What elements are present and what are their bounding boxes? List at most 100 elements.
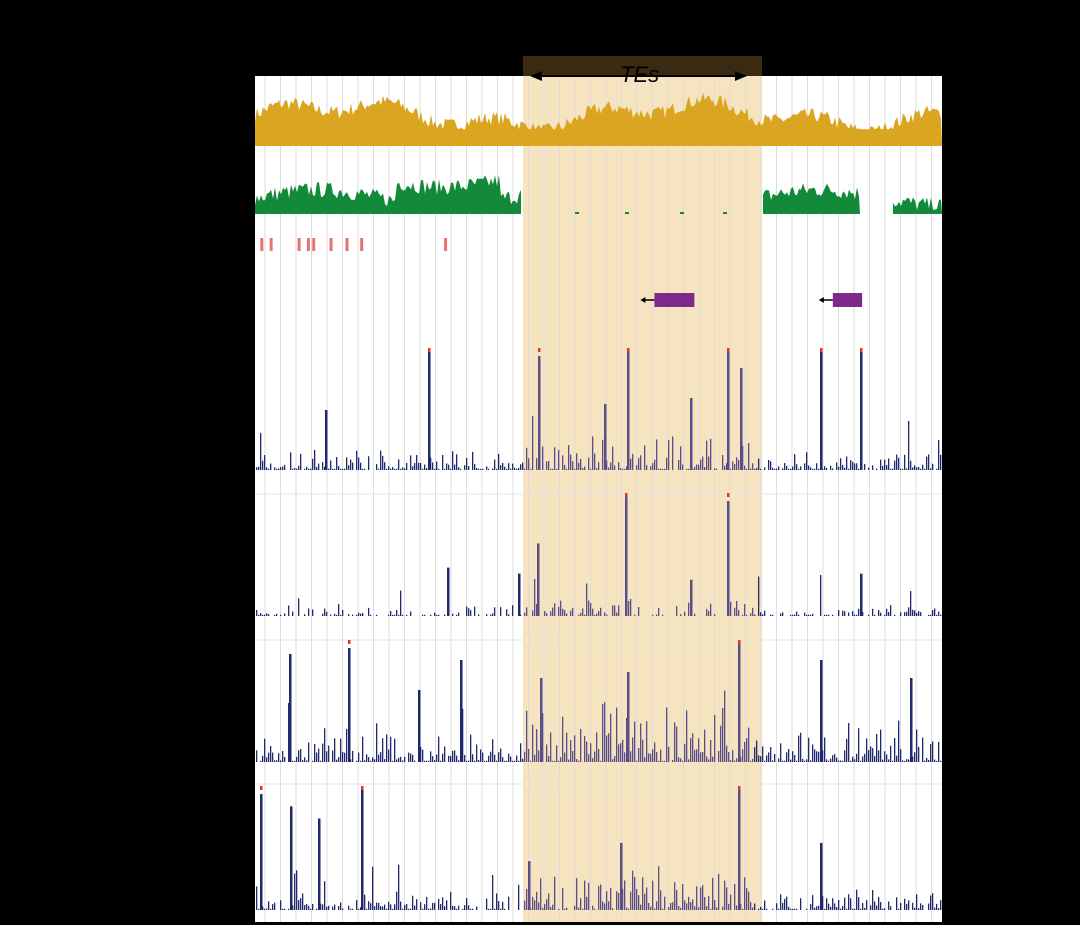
scnrna-bar-ctl-t0	[276, 468, 278, 470]
scnrna-bar-ctl-t3s	[524, 612, 526, 616]
scnrna-bar-ctl-t0	[324, 466, 326, 470]
scnrna-bar-gtsf1-t0	[602, 703, 604, 762]
scnrna-bar-ctl-t0	[512, 463, 514, 470]
scnrna-bar-gtsf1-t3s	[860, 908, 862, 910]
scnrna-peak-ctl-t0	[740, 368, 743, 470]
scnrna-bar-gtsf1-t0	[836, 757, 838, 762]
scnrna-bar-ctl-t0	[426, 468, 428, 470]
scnrna-bar-gtsf1-t3s	[626, 907, 628, 910]
scnrna-bar-gtsf1-t3s	[788, 906, 790, 910]
scnrna-bar-gtsf1-t0	[492, 739, 494, 762]
scnrna-bar-ctl-t0	[612, 446, 614, 470]
scnrna-bar-ctl-t3s	[858, 608, 860, 616]
scnrna-bar-ctl-t3s	[844, 611, 846, 616]
scnrna-bar-gtsf1-t0	[274, 760, 276, 762]
scnrna-bar-gtsf1-t0	[658, 760, 660, 762]
scnrna-bar-gtsf1-t0	[346, 729, 348, 762]
scnrna-bar-ctl-t3s	[506, 609, 508, 616]
scnrna-clip-marker-ctl-t0	[727, 348, 730, 352]
mac-coverage-fragment	[723, 212, 727, 214]
scnrna-bar-gtsf1-t3s	[258, 908, 260, 910]
scnrna-bar-gtsf1-t3s	[866, 900, 868, 910]
scnrna-bar-ctl-t3s	[734, 607, 736, 616]
scnrna-bar-gtsf1-t3s	[416, 899, 418, 910]
scnrna-bar-ctl-t3s	[694, 613, 696, 616]
scnrna-bar-ctl-t3s	[612, 605, 614, 616]
scnrna-bar-gtsf1-t3s	[618, 892, 620, 910]
scnrna-bar-ctl-t0	[782, 468, 784, 470]
scnrna-bar-gtsf1-t3s	[392, 908, 394, 910]
scnrna-bar-gtsf1-t0	[876, 733, 878, 762]
scnrna-bar-ctl-t3s	[906, 611, 908, 616]
scnrna-bar-ctl-t0	[386, 468, 388, 470]
scnrna-bar-ctl-t0	[528, 458, 530, 470]
scnrna-bar-gtsf1-t0	[494, 754, 496, 762]
scnrna-peak-ctl-t3s	[447, 567, 450, 616]
scnrna-bar-gtsf1-t0	[312, 760, 314, 762]
scnrna-bar-gtsf1-t0	[576, 759, 578, 762]
scnrna-bar-gtsf1-t0	[694, 749, 696, 762]
scnrna-bar-gtsf1-t3s	[574, 905, 576, 910]
scnrna-bar-gtsf1-t3s	[446, 900, 448, 910]
scnrna-bar-gtsf1-t0	[852, 756, 854, 762]
scnrna-bar-ctl-t3s	[336, 614, 338, 616]
scnrna-peak-ctl-t0	[538, 356, 541, 470]
scnrna-bar-ctl-t0	[742, 445, 744, 470]
scnrna-bar-gtsf1-t3s	[622, 888, 624, 910]
scnrna-bar-gtsf1-t3s	[724, 880, 726, 910]
scnrna-bar-ctl-t0	[504, 466, 506, 470]
scnrna-peak-gtsf1-t0	[460, 660, 463, 762]
scnrna-bar-ctl-t0	[708, 456, 710, 470]
scnrna-bar-ctl-t3s	[352, 614, 354, 616]
scnrna-bar-gtsf1-t0	[308, 742, 310, 762]
scnrna-bar-gtsf1-t0	[552, 760, 554, 762]
scnrna-bar-gtsf1-t3s	[394, 904, 396, 910]
scnrna-bar-ctl-t0	[622, 468, 624, 470]
scnrna-bar-gtsf1-t0	[420, 746, 422, 762]
scnrna-bar-gtsf1-t0	[734, 760, 736, 762]
scnrna-bar-gtsf1-t3s	[306, 904, 308, 910]
scnrna-bar-gtsf1-t3s	[406, 904, 408, 910]
scnrna-bar-gtsf1-t3s	[698, 907, 700, 910]
scnrna-bar-ctl-t0	[838, 466, 840, 470]
scnrna-bar-gtsf1-t3s	[612, 908, 614, 910]
scnrna-bar-gtsf1-t3s	[918, 908, 920, 910]
scnrna-bar-gtsf1-t0	[304, 757, 306, 762]
scnrna-bar-ctl-t3s	[790, 614, 792, 616]
scnrna-bar-ctl-t0	[808, 465, 810, 470]
scnrna-bar-gtsf1-t3s	[664, 896, 666, 910]
scnrna-bar-ctl-t3s	[714, 614, 716, 616]
scnrna-bar-ctl-t0	[310, 468, 312, 470]
scnrna-bar-gtsf1-t3s	[428, 908, 430, 910]
scnrna-bar-gtsf1-t3s	[710, 908, 712, 910]
scnrna-bar-gtsf1-t0	[556, 745, 558, 762]
scnrna-bar-gtsf1-t0	[648, 753, 650, 762]
scnrna-bar-gtsf1-t0	[778, 758, 780, 762]
scnrna-bar-ctl-t0	[840, 458, 842, 470]
scnrna-bar-ctl-t0	[362, 468, 364, 470]
scnrna-bar-ctl-t0	[730, 468, 732, 470]
scnrna-bar-gtsf1-t0	[818, 751, 820, 762]
scnrna-bar-gtsf1-t3s	[298, 900, 300, 910]
scnrna-bar-gtsf1-t3s	[700, 887, 702, 910]
scnrna-peak-gtsf1-t3s	[290, 806, 293, 910]
scnrna-bar-gtsf1-t0	[498, 752, 500, 762]
scnrna-bar-ctl-t0	[448, 464, 450, 470]
scnrna-bar-ctl-t3s	[592, 608, 594, 616]
scnrna-bar-ctl-t0	[738, 459, 740, 470]
scnrna-bar-gtsf1-t3s	[656, 901, 658, 910]
scnrna-bar-gtsf1-t3s	[294, 873, 296, 910]
scnrna-bar-gtsf1-t0	[340, 738, 342, 762]
scnrna-bar-gtsf1-t0	[560, 757, 562, 762]
scnrna-bar-gtsf1-t3s	[858, 897, 860, 910]
scnrna-bar-gtsf1-t0	[774, 753, 776, 762]
scnrna-bar-gtsf1-t0	[830, 758, 832, 762]
scnrna-bar-ctl-t0	[844, 467, 846, 470]
scnrna-bar-ctl-t3s	[656, 614, 658, 616]
scnrna-bar-gtsf1-t0	[328, 745, 330, 762]
scnrna-bar-ctl-t3s	[456, 614, 458, 616]
scnrna-peak-gtsf1-t3s	[528, 861, 531, 910]
scnrna-bar-ctl-t3s	[932, 610, 934, 616]
scnrna-bar-gtsf1-t0	[564, 752, 566, 762]
scnrna-bar-gtsf1-t0	[696, 749, 698, 762]
